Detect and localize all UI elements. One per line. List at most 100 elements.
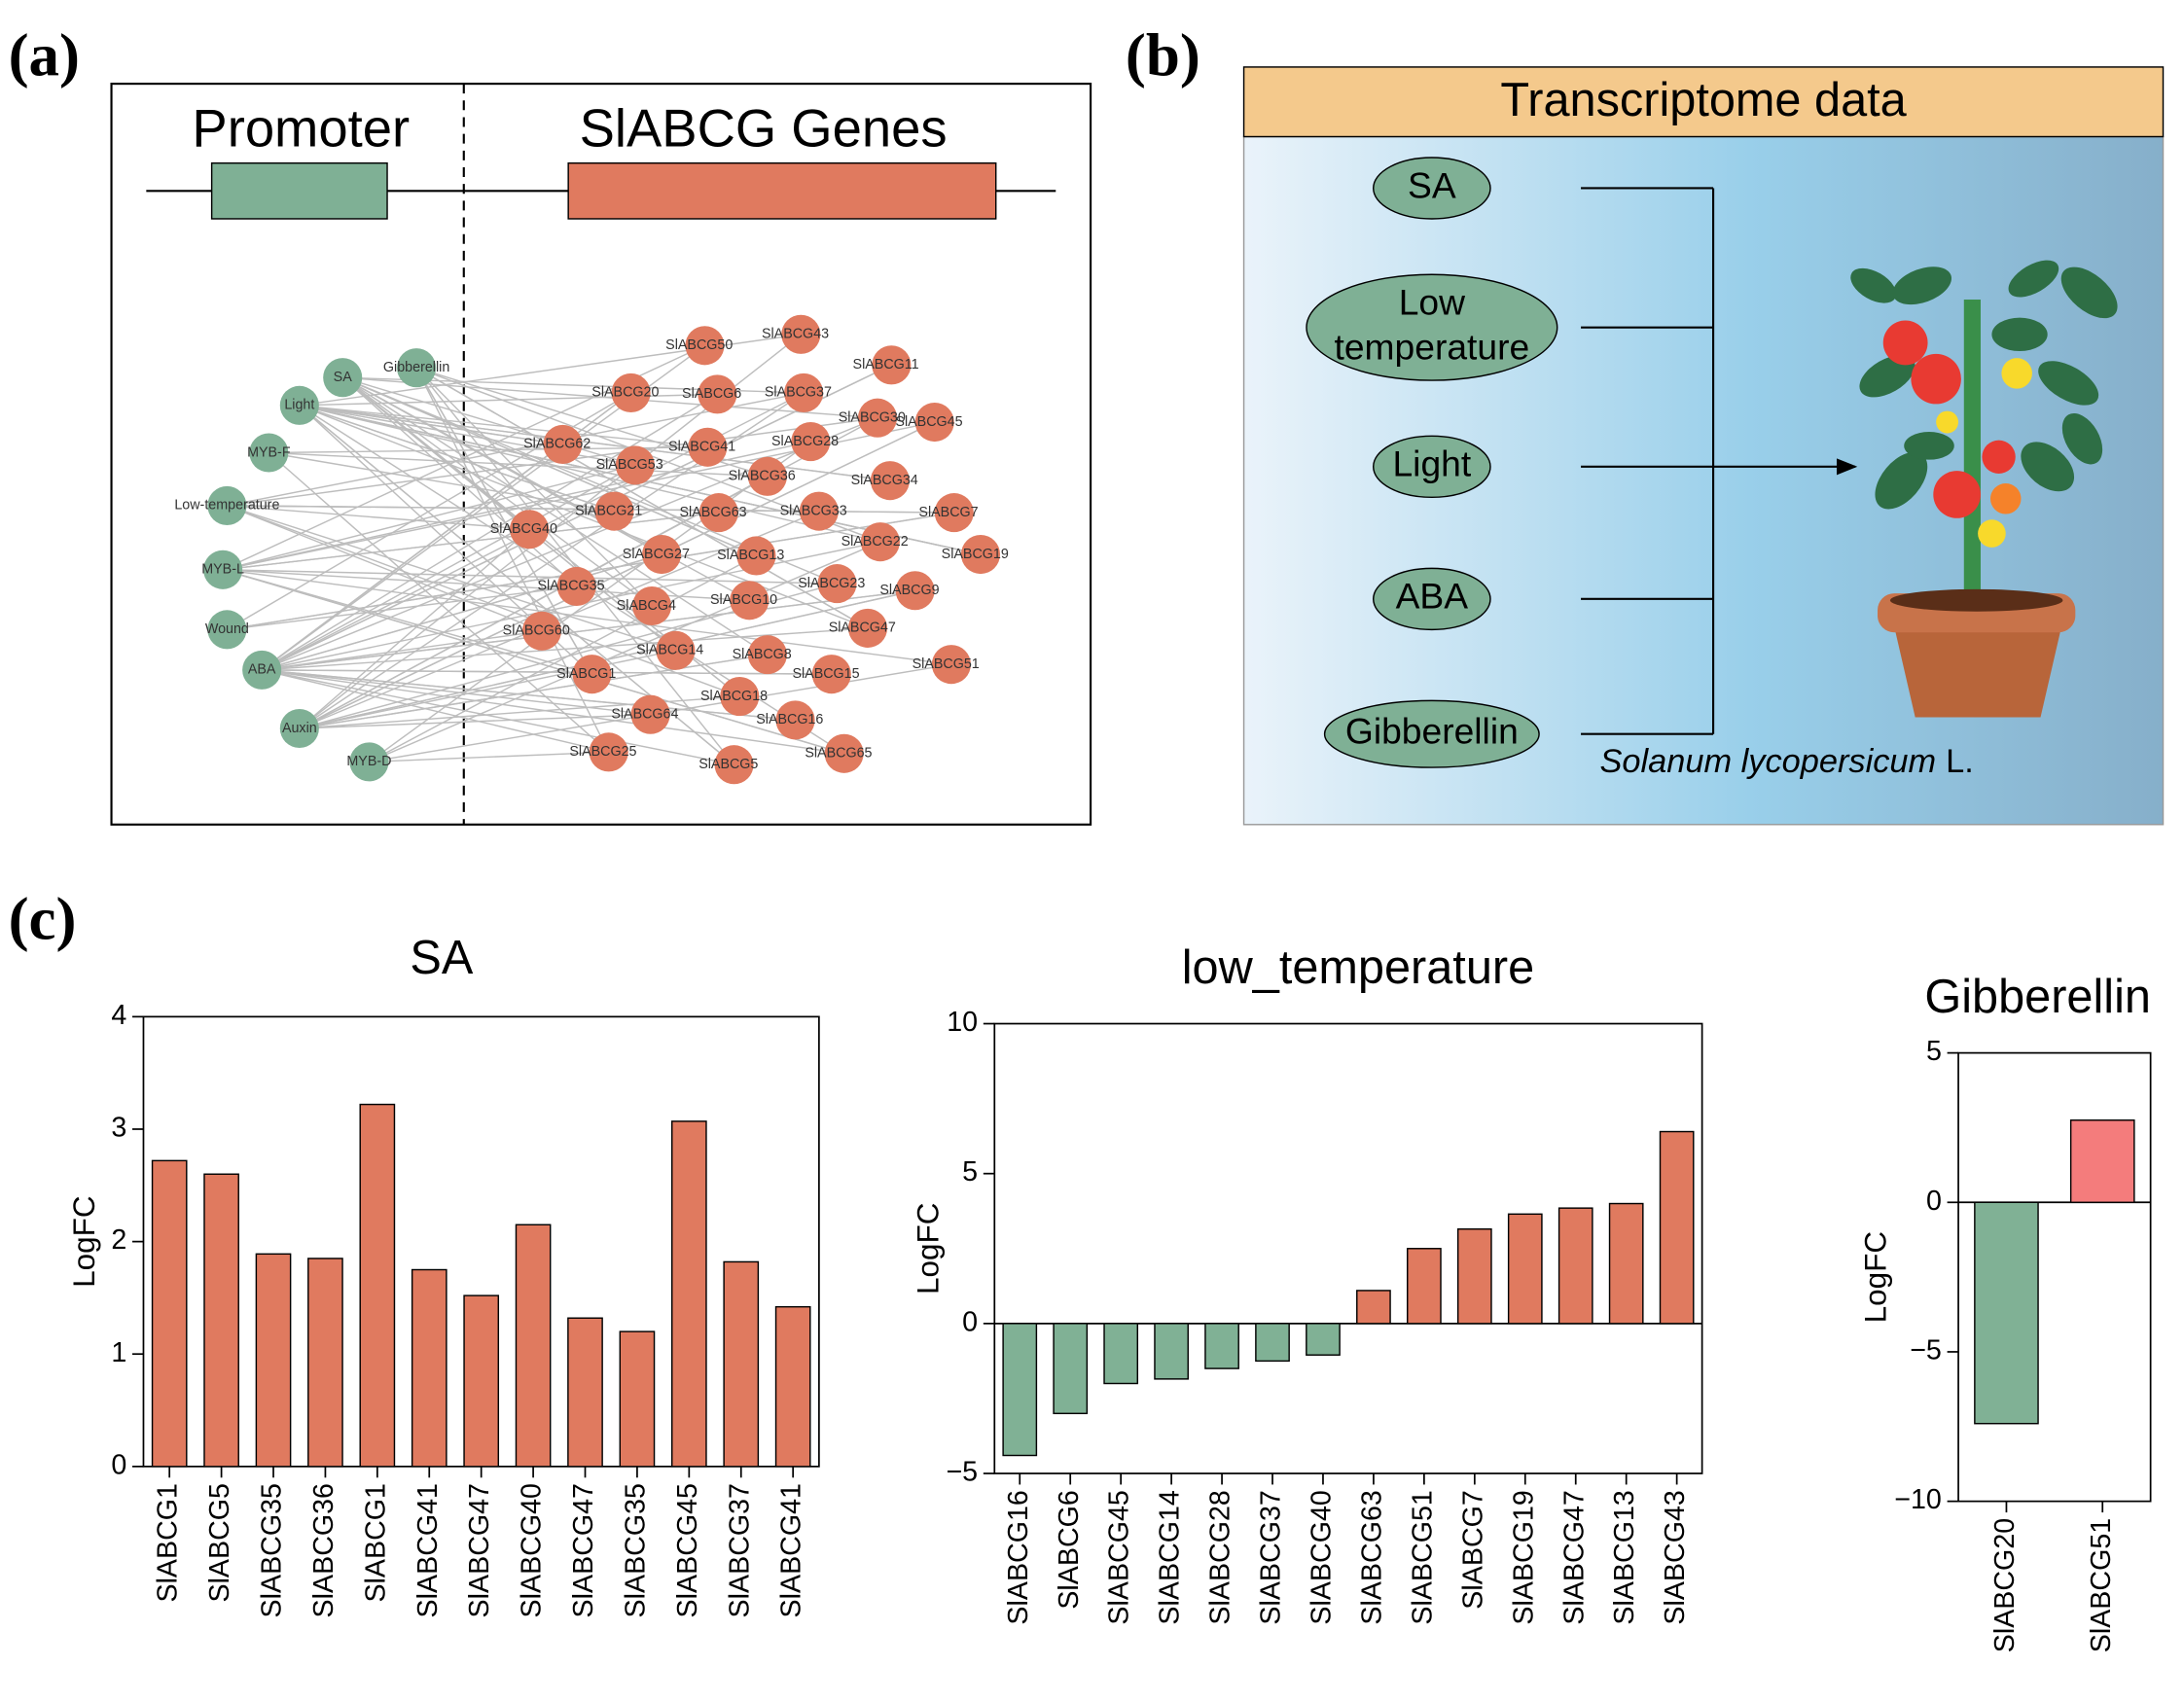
gene-label: SlABCG15: [792, 666, 859, 682]
edge: [262, 669, 796, 722]
bar: [567, 1317, 603, 1468]
factor-label: Auxin: [282, 721, 317, 736]
treatment-node: [1323, 699, 1540, 768]
gene-label: SlABCG18: [700, 689, 768, 704]
factor-label: SA: [334, 370, 353, 385]
factor-label: MYB-F: [247, 444, 291, 460]
edge: [222, 569, 592, 675]
x-tick-label: SlABCG43: [1660, 1490, 1691, 1624]
edge: [341, 376, 757, 557]
gene-node: [811, 655, 851, 694]
tomato-plant: [1850, 260, 2118, 718]
factor-node: [207, 610, 247, 650]
bar: [463, 1294, 500, 1468]
factor-label: MYB-L: [201, 562, 244, 578]
x-tick-label: SlABCG40: [517, 1483, 548, 1617]
gene-label: SlABCG22: [841, 534, 909, 550]
treatment-label: Gibberellin: [1345, 711, 1519, 752]
chart-title: SA: [410, 932, 473, 984]
gene-label: SlABCG16: [756, 712, 823, 727]
factor-label: Gibberellin: [383, 360, 449, 375]
gene-node: [615, 445, 655, 485]
gene-node: [510, 510, 550, 550]
factor-label: Wound: [205, 621, 249, 637]
gene-label: SlABCG51: [913, 656, 980, 672]
gene-label: SlABCG36: [729, 469, 796, 484]
edge: [261, 553, 662, 671]
bar: [1204, 1323, 1239, 1369]
x-tick-label: SlABCG45: [1104, 1490, 1135, 1624]
treatment-node: [1372, 435, 1491, 499]
y-axis-label: LogFC: [911, 1203, 946, 1295]
gene-label: SlABCG19: [942, 547, 1009, 562]
edge: [341, 376, 578, 587]
edge: [341, 376, 750, 601]
gene-node: [698, 374, 737, 414]
y-tick-label: 2: [111, 1224, 126, 1256]
bar: [723, 1260, 760, 1468]
factor-node: [323, 358, 363, 398]
edge: [222, 569, 951, 665]
y-tick-label: 0: [111, 1449, 126, 1480]
y-tick-label: 0: [962, 1306, 978, 1337]
bar: [203, 1173, 239, 1468]
bar: [1659, 1130, 1695, 1325]
treatment-node: [1372, 157, 1491, 220]
gene-node: [781, 314, 821, 354]
gene-label: SlABCG30: [839, 410, 906, 426]
y-tick-label: 1: [111, 1337, 126, 1368]
edge: [262, 669, 734, 765]
gene-node: [860, 522, 900, 562]
x-tick-label: SlABCG35: [620, 1483, 651, 1617]
x-tick-label: SlABCG1: [153, 1483, 184, 1603]
gene-node: [642, 534, 682, 575]
factor-node: [203, 550, 243, 589]
x-tick-label: SlABCG47: [568, 1483, 599, 1617]
edge: [227, 505, 543, 632]
gene-label: SlABCG64: [611, 706, 678, 722]
gene-node: [857, 398, 898, 438]
factor-node: [279, 385, 319, 425]
gene-node: [630, 694, 670, 734]
y-tick-label: 5: [1926, 1036, 1942, 1067]
gene-label: SlABCG7: [918, 505, 978, 520]
gene-label: SlABCG41: [668, 440, 735, 455]
bar: [515, 1223, 552, 1468]
edge: [262, 669, 609, 754]
bar: [1407, 1248, 1442, 1325]
factor-node: [242, 650, 282, 690]
gene-node: [931, 645, 971, 685]
factor-node: [349, 742, 389, 782]
plot-frame: [1957, 1051, 2152, 1503]
bar: [255, 1253, 292, 1468]
bar: [1507, 1213, 1543, 1325]
treatment-node: [1306, 273, 1558, 381]
gene-node: [688, 427, 728, 467]
gene-label: SlABCG60: [503, 623, 570, 639]
edge: [341, 376, 653, 607]
edge: [222, 569, 844, 755]
bar: [359, 1103, 396, 1468]
treatment-label: SA: [1408, 164, 1456, 205]
gene-label: SlABCG50: [665, 337, 733, 353]
gene-node: [720, 677, 760, 717]
gene-label: SlABCG63: [679, 505, 746, 520]
bar: [1557, 1207, 1593, 1325]
edge: [341, 376, 769, 656]
gene-label: SlABCG45: [895, 414, 962, 430]
gene-label: SlABCG28: [771, 434, 839, 449]
gene-label: SlABCG43: [762, 327, 829, 342]
edge: [261, 443, 563, 671]
treatment-label: Low temperature: [1335, 282, 1530, 368]
gene-label: SlABCG62: [523, 437, 591, 452]
edge: [223, 569, 838, 585]
edge: [261, 464, 636, 671]
bar: [1456, 1228, 1492, 1325]
gene-node: [714, 745, 754, 785]
gene-node: [799, 491, 839, 531]
treatment-label: ABA: [1396, 576, 1469, 617]
panel-label: (b): [1126, 21, 1200, 89]
bar: [2069, 1119, 2135, 1203]
x-tick-label: SlABCG19: [1508, 1490, 1539, 1624]
